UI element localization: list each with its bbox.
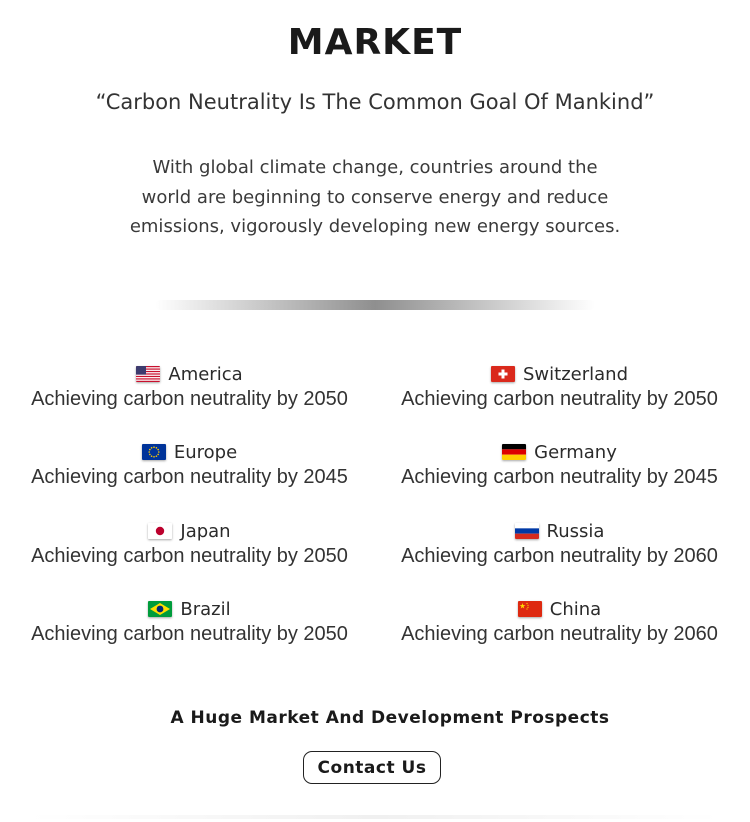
japan-flag-icon: [148, 523, 173, 539]
country-goal: Achieving carbon neutrality by 2050: [31, 545, 348, 567]
eu-flag-icon: [141, 444, 166, 460]
russia-flag-icon: [514, 523, 539, 539]
market-description: With global climate change, countries ar…: [129, 157, 621, 237]
country-goal: Achieving carbon neutrality by 2060: [401, 623, 718, 645]
country-goal: Achieving carbon neutrality by 2060: [401, 545, 718, 567]
country-goal: Achieving carbon neutrality by 2045: [401, 466, 718, 488]
country-item-germany: Germany Achieving carbon neutrality by 2…: [372, 438, 747, 489]
country-name: Japan: [180, 520, 231, 542]
country-item-europe: Europe Achieving carbon neutrality by 20…: [2, 438, 377, 489]
switzerland-flag-icon: [491, 366, 515, 382]
country-goal: Achieving carbon neutrality by 2050: [401, 388, 718, 410]
country-item-america: America Achieving carbon neutrality by 2…: [2, 360, 377, 411]
country-name: Germany: [534, 441, 617, 463]
contact-us-button[interactable]: Contact Us: [303, 751, 441, 784]
country-name: America: [168, 363, 243, 385]
brazil-flag-icon: [148, 601, 173, 617]
country-item-china: China Achieving carbon neutrality by 206…: [372, 595, 747, 646]
prospects-heading: A Huge Market And Development Prospects: [170, 708, 610, 728]
country-goal: Achieving carbon neutrality by 2045: [31, 466, 348, 488]
country-goal: Achieving carbon neutrality by 2050: [31, 388, 348, 410]
country-item-switzerland: Switzerland Achieving carbon neutrality …: [372, 360, 747, 411]
germany-flag-icon: [502, 444, 527, 460]
country-name: China: [549, 598, 602, 620]
section-divider: [155, 300, 595, 310]
page-title: MARKET: [287, 22, 463, 63]
slogan-quote: “Carbon Neutrality Is The Common Goal Of…: [95, 90, 655, 114]
country-name: Switzerland: [523, 363, 628, 385]
country-item-russia: Russia Achieving carbon neutrality by 20…: [372, 517, 747, 568]
china-flag-icon: [517, 601, 542, 617]
us-flag-icon: [136, 366, 161, 382]
country-goal: Achieving carbon neutrality by 2050: [31, 623, 348, 645]
country-item-brazil: Brazil Achieving carbon neutrality by 20…: [2, 595, 377, 646]
bottom-divider: [30, 815, 720, 819]
country-name: Europe: [173, 441, 238, 463]
country-name: Russia: [546, 520, 605, 542]
country-item-japan: Japan Achieving carbon neutrality by 205…: [2, 517, 377, 568]
country-name: Brazil: [180, 598, 231, 620]
